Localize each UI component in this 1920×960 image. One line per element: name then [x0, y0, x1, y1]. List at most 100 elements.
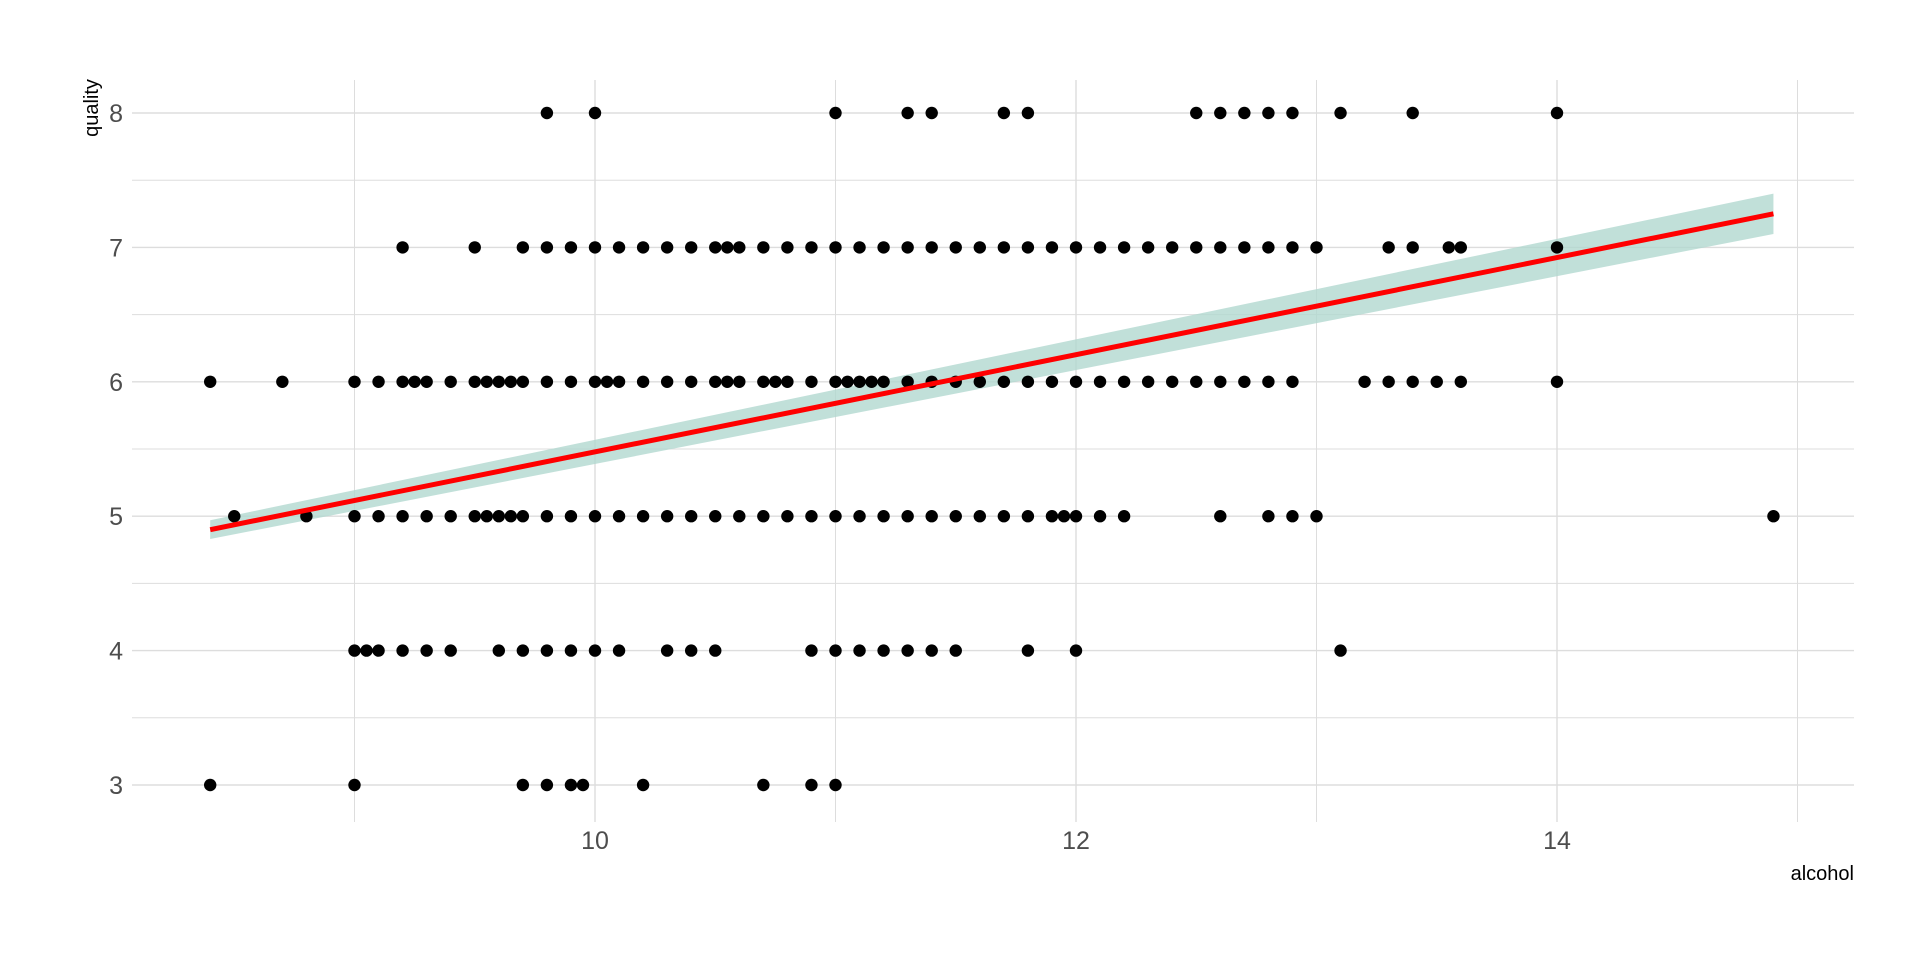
- data-point: [997, 106, 1011, 120]
- data-point: [805, 510, 818, 523]
- x-tick-label: 12: [1062, 827, 1090, 855]
- data-point: [636, 375, 650, 388]
- data-point: [1093, 241, 1107, 254]
- data-point: [1190, 375, 1203, 388]
- data-point: [721, 241, 734, 254]
- data-point: [853, 241, 866, 254]
- data-point: [1262, 510, 1275, 523]
- data-point: [540, 106, 554, 120]
- data-point: [204, 375, 217, 388]
- data-point: [1021, 644, 1035, 657]
- data-point: [612, 241, 626, 254]
- data-point: [588, 510, 602, 523]
- data-point: [348, 778, 361, 792]
- data-point: [1454, 241, 1468, 254]
- data-point: [492, 375, 505, 388]
- data-point: [1117, 241, 1131, 254]
- data-point: [1442, 241, 1455, 254]
- data-point: [1406, 106, 1419, 120]
- fit-line-layer: [209, 211, 1774, 533]
- y-tick-labels: 3 4 5 6 7 8: [109, 100, 123, 800]
- data-point: [636, 510, 650, 523]
- data-point: [925, 510, 938, 523]
- data-point: [901, 106, 914, 120]
- data-point: [1214, 510, 1227, 523]
- data-point: [564, 510, 578, 523]
- data-point: [805, 375, 818, 388]
- data-point: [757, 510, 770, 523]
- data-point: [1021, 106, 1035, 120]
- data-point: [1358, 375, 1371, 388]
- data-point: [877, 375, 890, 388]
- data-point: [901, 375, 914, 388]
- y-tick-label: 7: [109, 234, 123, 262]
- y-tick-label: 4: [109, 638, 123, 666]
- data-point: [877, 510, 890, 523]
- data-point: [829, 375, 842, 388]
- data-point: [1069, 375, 1083, 388]
- data-point: [901, 241, 914, 254]
- fit-line: [209, 211, 1774, 533]
- data-point: [468, 241, 481, 254]
- data-point: [204, 778, 217, 792]
- data-point: [805, 644, 818, 657]
- data-point: [540, 644, 554, 657]
- data-point: [1430, 375, 1443, 388]
- data-point: [588, 644, 602, 657]
- data-point: [1190, 106, 1203, 120]
- data-point: [853, 510, 866, 523]
- data-point: [372, 375, 385, 388]
- data-point: [540, 241, 554, 254]
- data-point: [733, 375, 746, 388]
- data-point: [757, 778, 770, 792]
- data-point: [1238, 375, 1251, 388]
- data-point: [444, 644, 457, 657]
- data-point: [420, 375, 433, 388]
- data-point: [1045, 510, 1059, 523]
- data-point: [1286, 241, 1299, 254]
- data-point: [829, 241, 842, 254]
- data-point: [348, 510, 361, 523]
- data-point: [949, 510, 962, 523]
- data-point: [949, 241, 962, 254]
- data-point: [612, 644, 626, 657]
- data-point: [1454, 375, 1468, 388]
- data-point: [829, 106, 842, 120]
- data-point: [1406, 241, 1419, 254]
- data-point: [372, 644, 385, 657]
- data-point: [1262, 106, 1275, 120]
- data-point: [660, 510, 674, 523]
- data-point: [1021, 510, 1035, 523]
- data-point: [709, 510, 722, 523]
- data-point: [396, 510, 409, 523]
- data-point: [1334, 106, 1347, 120]
- data-point: [612, 375, 626, 388]
- data-point: [1166, 375, 1179, 388]
- data-point: [1214, 241, 1227, 254]
- data-point: [1141, 241, 1155, 254]
- data-point: [781, 375, 794, 388]
- data-point: [805, 778, 818, 792]
- data-point: [564, 375, 578, 388]
- data-point: [877, 644, 890, 657]
- data-point: [660, 375, 674, 388]
- data-point: [564, 241, 578, 254]
- confidence-band-layer: [210, 193, 1774, 540]
- data-point: [396, 375, 409, 388]
- data-point: [781, 241, 794, 254]
- data-point: [588, 241, 602, 254]
- data-point: [733, 241, 746, 254]
- data-point: [480, 375, 493, 388]
- data-point: [1286, 510, 1299, 523]
- data-point: [997, 510, 1011, 523]
- confidence-band: [210, 193, 1774, 540]
- data-point: [1069, 644, 1083, 657]
- data-point: [1767, 510, 1780, 523]
- data-point: [949, 644, 962, 657]
- data-point: [588, 375, 602, 388]
- data-point: [1021, 241, 1035, 254]
- data-point: [685, 241, 698, 254]
- data-point: [1069, 510, 1083, 523]
- data-point: [564, 778, 578, 792]
- data-point: [1382, 375, 1395, 388]
